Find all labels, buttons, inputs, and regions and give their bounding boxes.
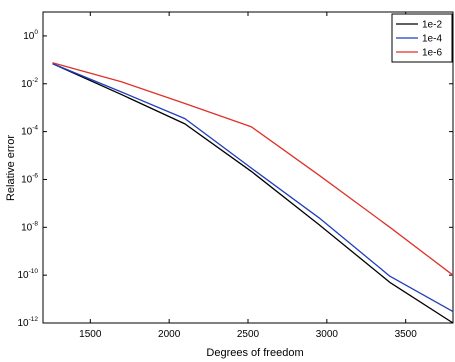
y-tick-label: 10-8 (21, 220, 38, 233)
legend-label: 1e-6 (422, 48, 442, 59)
x-tick-label: 1500 (79, 329, 102, 340)
y-tick-label: 10-6 (21, 172, 38, 185)
x-tick-label: 3000 (316, 329, 339, 340)
x-tick-label: 3500 (395, 329, 418, 340)
y-axis: 100 10-2 10-4 10-6 10-8 10-10 10-12 (17, 29, 453, 329)
x-tick-label: 2000 (158, 329, 181, 340)
y-tick-label: 100 (23, 29, 38, 42)
x-axis: 1500 2000 2500 3000 3500 (79, 12, 417, 340)
y-tick-label: 10-4 (21, 125, 38, 138)
series-line-1e-6 (52, 62, 454, 276)
y-axis-title: Relative error (5, 135, 17, 201)
x-tick-label: 2500 (237, 329, 260, 340)
series-lines (52, 62, 454, 324)
y-tick-label: 10-2 (21, 77, 38, 90)
x-axis-title: Degrees of freedom (206, 347, 303, 359)
y-tick-label: 10-10 (17, 268, 38, 281)
series-line-1e-2 (52, 63, 454, 324)
series-line-1e-4 (52, 62, 454, 313)
y-tick-label: 10-12 (17, 316, 38, 329)
legend: 1e-2 1e-4 1e-6 (391, 13, 453, 63)
legend-label: 1e-4 (422, 34, 442, 45)
legend-label: 1e-2 (422, 20, 442, 31)
